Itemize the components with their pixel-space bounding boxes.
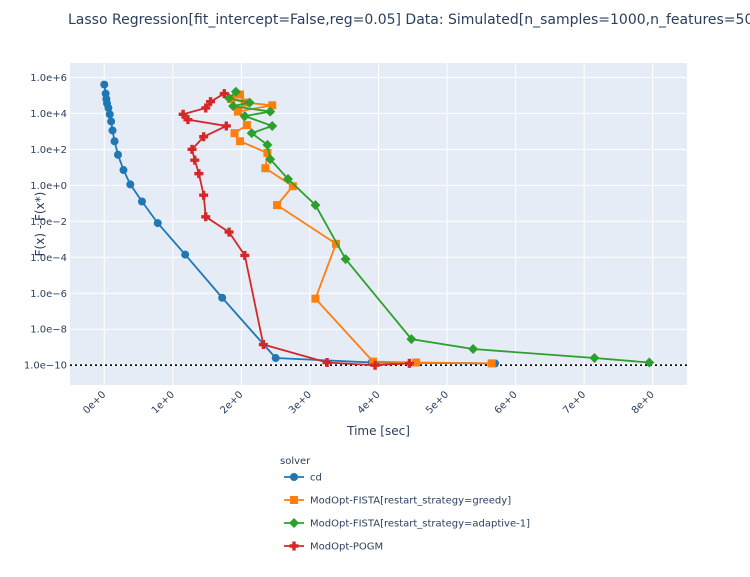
data-point bbox=[178, 109, 188, 119]
data-point bbox=[242, 121, 251, 130]
data-point bbox=[236, 137, 245, 146]
data-point bbox=[322, 358, 332, 368]
data-point bbox=[219, 89, 229, 99]
data-point bbox=[412, 358, 421, 367]
y-tick-label: 1.0e−6 bbox=[30, 289, 67, 300]
data-point bbox=[644, 357, 655, 368]
data-point bbox=[190, 155, 200, 165]
data-point bbox=[230, 129, 239, 138]
legend-marker bbox=[289, 541, 299, 551]
data-point bbox=[261, 164, 270, 173]
data-point bbox=[107, 117, 116, 126]
data-point bbox=[119, 166, 128, 175]
data-point bbox=[199, 132, 209, 142]
data-point bbox=[218, 293, 227, 302]
data-point bbox=[263, 148, 272, 157]
data-point bbox=[331, 239, 340, 248]
y-tick-label: 1.0e−10 bbox=[24, 361, 67, 372]
grid-lines bbox=[70, 63, 687, 385]
y-axis-title: F(x) - F(x*) bbox=[33, 192, 47, 257]
legend-label: cd bbox=[310, 473, 322, 484]
legend-marker bbox=[290, 473, 298, 481]
legend-marker bbox=[289, 518, 299, 528]
y-tick-label: 1.0e−4 bbox=[30, 253, 67, 264]
data-point bbox=[194, 169, 204, 179]
chart-title: Lasso Regression[fit_intercept=False,reg… bbox=[68, 12, 750, 28]
data-point bbox=[183, 115, 193, 125]
series-3 bbox=[178, 89, 414, 370]
data-point bbox=[311, 294, 320, 303]
legend-label: ModOpt-FISTA[restart_strategy=greedy] bbox=[310, 496, 511, 507]
data-point bbox=[187, 144, 197, 154]
data-point bbox=[267, 120, 278, 131]
y-axis-ticks: 1.0e+6 1.0e+4 1.0e+2 1.0e+0 1.0e−2 1.0e−4 1.0e… bbox=[24, 73, 67, 372]
data-point bbox=[233, 107, 242, 116]
legend-label: ModOpt-POGM bbox=[310, 542, 383, 553]
data-point bbox=[221, 121, 231, 131]
data-point bbox=[487, 359, 496, 368]
y-tick-label: 1.0e+0 bbox=[30, 181, 67, 192]
data-point bbox=[262, 139, 273, 150]
data-point bbox=[265, 154, 276, 165]
data-point bbox=[224, 93, 235, 104]
data-point bbox=[126, 180, 135, 189]
data-point bbox=[230, 86, 241, 97]
data-point bbox=[340, 254, 351, 265]
data-point bbox=[283, 174, 294, 185]
legend-marker bbox=[290, 496, 298, 504]
data-point bbox=[100, 80, 109, 89]
y-tick-label: 1.0e+4 bbox=[30, 109, 67, 120]
data-point bbox=[108, 126, 117, 135]
data-point bbox=[244, 97, 255, 108]
data-point bbox=[105, 110, 114, 119]
data-point bbox=[206, 97, 216, 107]
data-point bbox=[268, 101, 277, 110]
legend-title: solver bbox=[280, 456, 311, 467]
data-point bbox=[113, 150, 122, 159]
y-tick-label: 1.0e−2 bbox=[30, 217, 67, 228]
data-point bbox=[137, 197, 146, 206]
data-point bbox=[273, 201, 282, 210]
data-point bbox=[240, 250, 250, 260]
data-point bbox=[271, 354, 280, 363]
data-point bbox=[110, 137, 119, 146]
data-point bbox=[199, 190, 209, 200]
y-tick-label: 1.0e+6 bbox=[30, 73, 67, 84]
series-2 bbox=[224, 86, 655, 368]
data-point bbox=[236, 90, 245, 99]
data-point bbox=[468, 344, 479, 355]
data-point bbox=[310, 200, 321, 211]
x-axis-title: Time [sec] bbox=[346, 424, 410, 438]
data-point bbox=[246, 128, 257, 139]
data-point bbox=[224, 227, 234, 237]
y-tick-label: 1.0e−8 bbox=[30, 325, 67, 336]
y-tick-label: 1.0e+2 bbox=[30, 145, 67, 156]
series-group bbox=[100, 80, 655, 370]
data-point bbox=[370, 360, 380, 370]
data-point bbox=[153, 219, 162, 228]
data-point bbox=[201, 103, 211, 113]
data-point bbox=[406, 334, 417, 345]
data-point bbox=[228, 101, 239, 112]
legend: solver cd ModOpt-FISTA[restart_strategy=g… bbox=[280, 456, 530, 553]
data-point bbox=[104, 103, 113, 112]
data-point bbox=[181, 250, 190, 259]
data-point bbox=[589, 353, 600, 364]
data-point bbox=[404, 358, 414, 368]
data-point bbox=[258, 340, 268, 350]
legend-label: ModOpt-FISTA[restart_strategy=adaptive-1… bbox=[310, 519, 530, 530]
data-point bbox=[369, 357, 378, 366]
data-point bbox=[239, 111, 250, 122]
data-point bbox=[265, 106, 276, 117]
data-point bbox=[201, 212, 211, 222]
data-point bbox=[288, 182, 297, 191]
